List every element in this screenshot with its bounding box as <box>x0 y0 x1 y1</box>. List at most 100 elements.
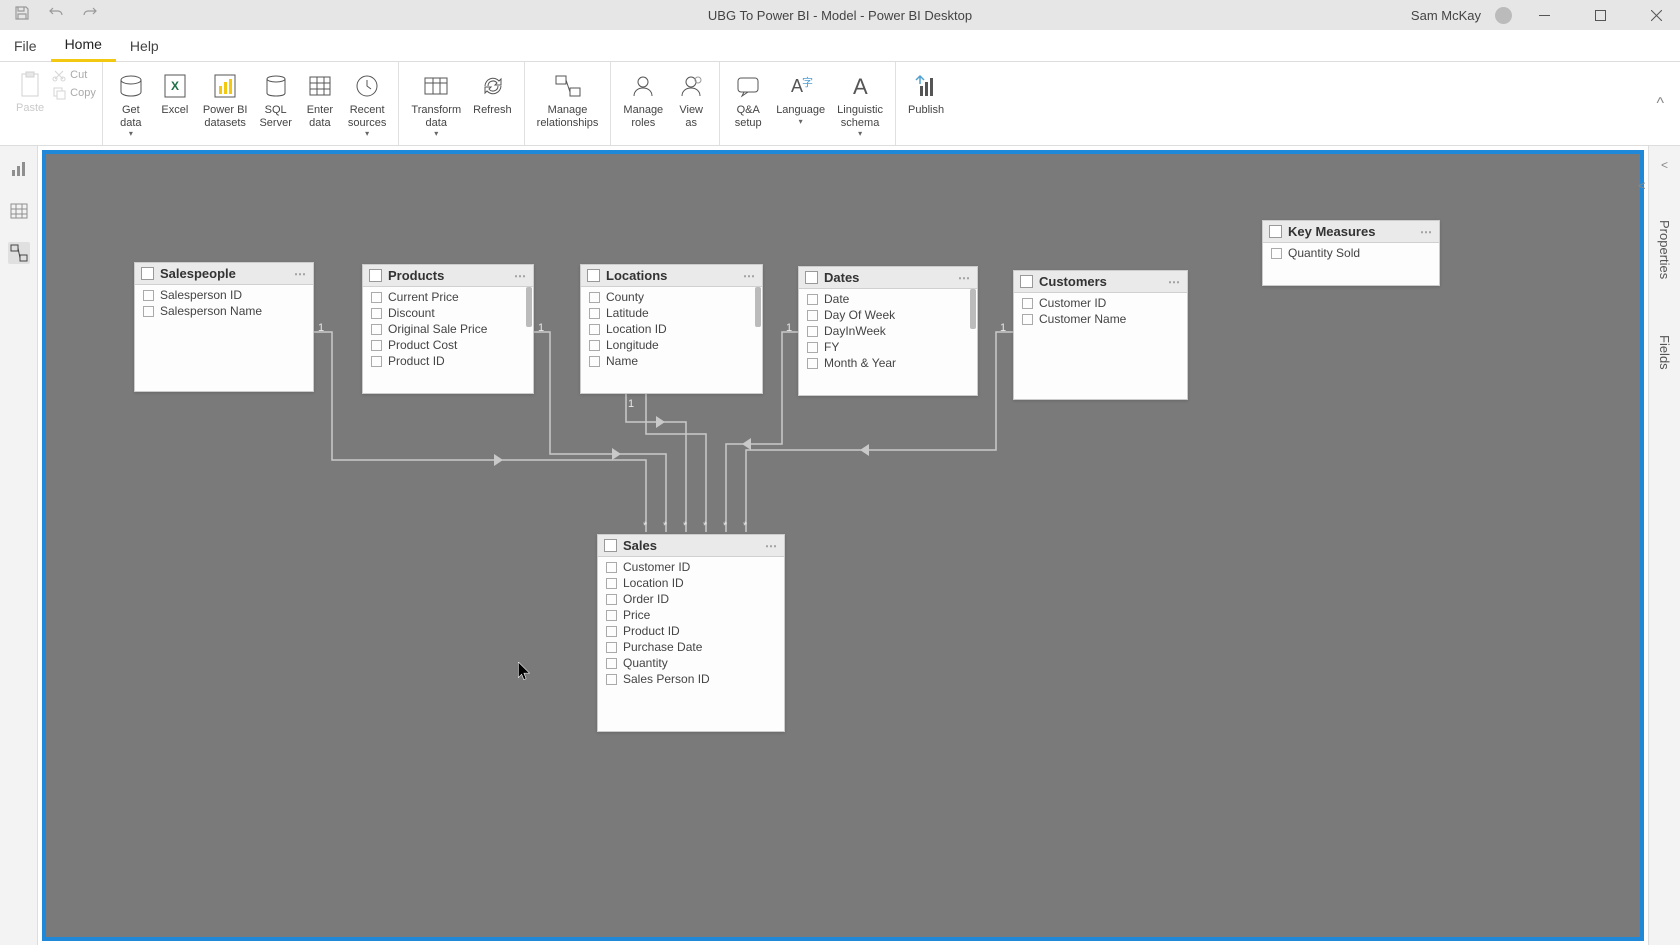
field-row[interactable]: Price <box>598 607 784 623</box>
model-canvas[interactable]: 1 1 1 1 1 * * * * * * Salespeople⋯Salesp… <box>46 154 1640 937</box>
scrollbar[interactable] <box>970 289 976 329</box>
save-icon[interactable] <box>14 5 30 26</box>
field-row[interactable]: Longitude <box>581 337 762 353</box>
field-row[interactable]: Customer ID <box>598 559 784 575</box>
field-row[interactable]: Purchase Date <box>598 639 784 655</box>
language-button[interactable]: A字Language▾ <box>770 68 831 128</box>
more-icon[interactable]: ⋯ <box>1420 225 1433 239</box>
more-icon[interactable]: ⋯ <box>294 267 307 281</box>
field-row[interactable]: Salesperson ID <box>135 287 313 303</box>
table-header[interactable]: Products⋯ <box>363 265 533 287</box>
avatar[interactable] <box>1495 7 1512 24</box>
ribbon-collapse-icon[interactable]: ^ <box>1656 95 1674 113</box>
publish-button[interactable]: Publish <box>902 68 950 119</box>
field-row[interactable]: Product ID <box>598 623 784 639</box>
table-products[interactable]: Products⋯ Current PriceDiscountOriginal S… <box>362 264 534 394</box>
table-header[interactable]: Customers⋯ <box>1014 271 1187 293</box>
field-row[interactable]: Product ID <box>363 353 533 369</box>
redo-icon[interactable] <box>82 5 98 26</box>
table-icon <box>1020 275 1033 288</box>
maximize-button[interactable] <box>1576 0 1624 30</box>
chevron-left-icon[interactable]: < <box>1661 158 1668 172</box>
field-row[interactable]: Discount <box>363 305 533 321</box>
data-view-icon[interactable] <box>8 200 30 222</box>
excel-button[interactable]: XExcel <box>153 68 197 119</box>
field-name: Customer Name <box>1039 312 1126 326</box>
minimize-button[interactable] <box>1520 0 1568 30</box>
user-name[interactable]: Sam McKay <box>1411 8 1481 23</box>
manage-roles-button[interactable]: Manage roles <box>617 68 669 131</box>
menu-file[interactable]: File <box>0 30 51 62</box>
recent-sources-button[interactable]: Recent sources▾ <box>342 68 393 140</box>
cardinality-many: * <box>683 520 687 532</box>
field-row[interactable]: Customer ID <box>1014 295 1187 311</box>
more-icon[interactable]: ⋯ <box>743 269 756 283</box>
table-header[interactable]: Dates⋯ <box>799 267 977 289</box>
field-row[interactable]: Latitude <box>581 305 762 321</box>
report-view-icon[interactable] <box>8 158 30 180</box>
table-dates[interactable]: Dates⋯ DateDay Of WeekDayInWeekFYMonth & … <box>798 266 978 396</box>
more-icon[interactable]: ⋯ <box>958 271 971 285</box>
table-body: Quantity Sold <box>1263 243 1439 263</box>
field-row[interactable]: FY <box>799 339 977 355</box>
scrollbar[interactable] <box>526 287 532 327</box>
field-row[interactable]: Order ID <box>598 591 784 607</box>
linguistic-schema-button[interactable]: ALinguistic schema▾ <box>831 68 889 140</box>
menu-help[interactable]: Help <box>116 30 173 62</box>
get-data-button[interactable]: Get data▾ <box>109 68 153 140</box>
field-icon <box>606 658 617 669</box>
right-sidebar: < Properties Fields <box>1648 146 1680 945</box>
collapse-properties-icon[interactable]: < <box>1638 178 1650 190</box>
field-row[interactable]: Customer Name <box>1014 311 1187 327</box>
pbi-datasets-button[interactable]: Power BI datasets <box>197 68 254 131</box>
table-header[interactable]: Key Measures⋯ <box>1263 221 1439 243</box>
scrollbar[interactable] <box>755 287 761 327</box>
qa-setup-button[interactable]: Q&A setup <box>726 68 770 131</box>
field-icon <box>589 356 600 367</box>
table-salespeople[interactable]: Salespeople⋯ Salesperson IDSalesperson Na… <box>134 262 314 392</box>
field-row[interactable]: Name <box>581 353 762 369</box>
more-icon[interactable]: ⋯ <box>1168 275 1181 289</box>
field-row[interactable]: Product Cost <box>363 337 533 353</box>
menu-home[interactable]: Home <box>51 30 116 62</box>
model-view-icon[interactable] <box>8 242 30 264</box>
cardinality-one: 1 <box>318 322 324 334</box>
transform-data-button[interactable]: Transform data▾ <box>405 68 467 140</box>
view-as-button[interactable]: View as <box>669 68 713 131</box>
refresh-button[interactable]: Refresh <box>467 68 518 119</box>
manage-relationships-button[interactable]: Manage relationships <box>531 68 605 131</box>
arrow-icon <box>656 416 665 428</box>
field-row[interactable]: Current Price <box>363 289 533 305</box>
cardinality-one: 1 <box>1000 322 1006 334</box>
close-button[interactable] <box>1632 0 1680 30</box>
table-header[interactable]: Sales⋯ <box>598 535 784 557</box>
properties-pane-tab[interactable]: Properties <box>1657 212 1672 287</box>
field-row[interactable]: Quantity Sold <box>1263 245 1439 261</box>
ribbon: Paste Cut Copy Get data▾ XExcel Power BI… <box>0 62 1680 146</box>
sql-server-button[interactable]: SQL Server <box>253 68 297 131</box>
field-row[interactable]: Sales Person ID <box>598 671 784 687</box>
field-row[interactable]: Location ID <box>598 575 784 591</box>
table-header[interactable]: Salespeople⋯ <box>135 263 313 285</box>
field-row[interactable]: Quantity <box>598 655 784 671</box>
field-row[interactable]: Date <box>799 291 977 307</box>
table-body: Customer IDLocation IDOrder IDPriceProdu… <box>598 557 784 689</box>
more-icon[interactable]: ⋯ <box>765 539 778 553</box>
table-header[interactable]: Locations⋯ <box>581 265 762 287</box>
field-row[interactable]: Location ID <box>581 321 762 337</box>
field-row[interactable]: Salesperson Name <box>135 303 313 319</box>
field-row[interactable]: County <box>581 289 762 305</box>
arrow-icon <box>742 438 751 450</box>
field-row[interactable]: DayInWeek <box>799 323 977 339</box>
table-keymeasures[interactable]: Key Measures⋯ Quantity Sold <box>1262 220 1440 286</box>
table-sales[interactable]: Sales⋯Customer IDLocation IDOrder IDPric… <box>597 534 785 732</box>
fields-pane-tab[interactable]: Fields <box>1657 327 1672 378</box>
table-customers[interactable]: Customers⋯ Customer IDCustomer Name <box>1013 270 1188 400</box>
table-locations[interactable]: Locations⋯ CountyLatitudeLocation IDLongi… <box>580 264 763 394</box>
enter-data-button[interactable]: Enter data <box>298 68 342 131</box>
undo-icon[interactable] <box>48 5 64 26</box>
more-icon[interactable]: ⋯ <box>514 269 527 283</box>
field-row[interactable]: Original Sale Price <box>363 321 533 337</box>
field-row[interactable]: Month & Year <box>799 355 977 371</box>
field-row[interactable]: Day Of Week <box>799 307 977 323</box>
